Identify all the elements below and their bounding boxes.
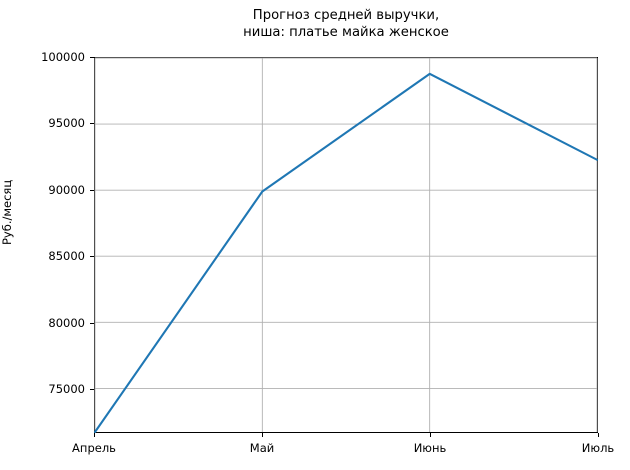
x-tick-label: Апрель xyxy=(72,441,116,455)
y-tick-mark xyxy=(90,123,94,125)
x-tick-mark xyxy=(262,433,263,437)
x-tick-mark xyxy=(598,433,599,437)
data-line-0 xyxy=(93,72,599,434)
y-tick-label: 90000 xyxy=(48,182,85,197)
x-tick-mark xyxy=(430,433,431,437)
y-tick-label: 85000 xyxy=(48,249,85,264)
x-tick-label: Июль xyxy=(581,441,615,455)
y-tick-label: 100000 xyxy=(41,50,85,64)
y-tick-mark xyxy=(90,389,94,391)
x-tick-label: Май xyxy=(249,441,275,455)
data-series-layer xyxy=(93,72,599,434)
x-tick-label: Июнь xyxy=(413,441,447,455)
y-tick-label: 80000 xyxy=(48,315,85,330)
y-tick-mark xyxy=(90,322,94,324)
y-tick-label: 95000 xyxy=(48,116,85,131)
y-tick-label: 75000 xyxy=(48,382,85,397)
y-tick-mark xyxy=(90,57,94,58)
y-tick-mark xyxy=(90,256,94,258)
plot-area xyxy=(93,57,599,434)
gridlines xyxy=(94,57,598,432)
chart-title: Прогноз средней выручки, ниша: платье ма… xyxy=(243,8,449,40)
y-tick-mark xyxy=(90,189,94,191)
x-tick-mark xyxy=(94,433,95,437)
